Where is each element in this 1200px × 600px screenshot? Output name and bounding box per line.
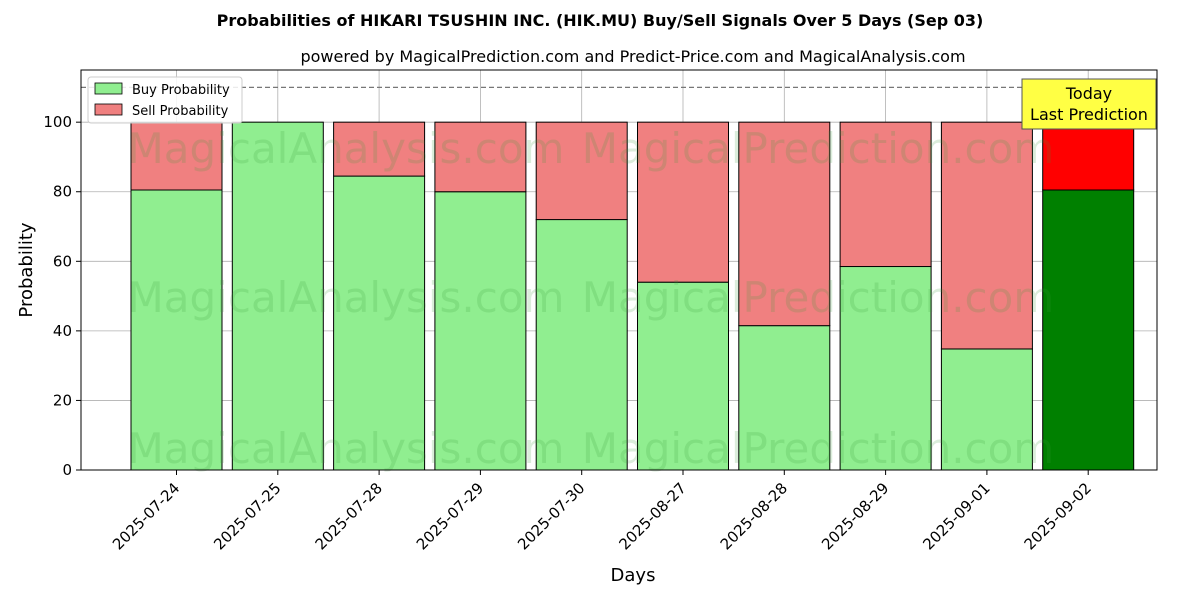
bar-buy bbox=[1042, 189, 1135, 471]
watermark-analysis-2: MagicalAnalysis.com bbox=[128, 273, 565, 322]
bar-buy bbox=[738, 325, 831, 471]
y-tick-label: 20 bbox=[53, 391, 72, 409]
bar-buy bbox=[637, 281, 729, 471]
chart-subtitle: powered by MagicalPrediction.com and Pre… bbox=[300, 47, 965, 66]
watermark-prediction-3: MagicalPrediction.com bbox=[582, 424, 1055, 473]
watermarks: MagicalAnalysis.com MagicalPrediction.co… bbox=[128, 124, 1055, 473]
bar-sell bbox=[333, 121, 426, 177]
bar-sell bbox=[839, 121, 932, 268]
bar-sell bbox=[130, 121, 223, 191]
y-tick-label: 40 bbox=[53, 322, 72, 340]
bar-sell bbox=[940, 121, 1033, 350]
y-axis-label: Probability bbox=[16, 222, 37, 317]
y-tick-label: 60 bbox=[53, 252, 72, 270]
x-tick-label: 2025-07-25 bbox=[210, 479, 284, 553]
y-tick-label: 80 bbox=[53, 183, 72, 201]
bar-sell bbox=[738, 121, 831, 327]
legend-label-sell: Sell Probability bbox=[132, 104, 229, 119]
annotation-box bbox=[1021, 78, 1157, 130]
y-tick-label: 0 bbox=[62, 461, 72, 479]
y-tick-label: 100 bbox=[43, 113, 72, 131]
x-axis-label: Days bbox=[611, 565, 656, 586]
chart-title: Probabilities of HIKARI TSUSHIN INC. (HI… bbox=[217, 11, 984, 30]
legend-label-buy: Buy Probability bbox=[132, 83, 230, 98]
watermark-analysis-3: MagicalAnalysis.com bbox=[128, 424, 565, 473]
bar-sell bbox=[535, 121, 628, 221]
legend: Buy Probability Sell Probability bbox=[87, 76, 243, 124]
bar-sell bbox=[434, 121, 527, 193]
x-tick-label: 2025-07-28 bbox=[312, 479, 386, 553]
bar-buy bbox=[434, 191, 527, 471]
x-tick-label: 2025-08-27 bbox=[615, 479, 689, 553]
watermark-prediction-1: MagicalPrediction.com bbox=[582, 124, 1055, 173]
legend-swatch-sell bbox=[94, 103, 123, 116]
bar-sell bbox=[1042, 121, 1135, 191]
watermark-analysis-1: MagicalAnalysis.com bbox=[128, 124, 565, 173]
plot-frame bbox=[80, 69, 1158, 471]
bar-buy bbox=[940, 348, 1033, 471]
bar-buy bbox=[839, 266, 932, 471]
annotation-line1: Today bbox=[1065, 84, 1112, 103]
watermark-prediction-2: MagicalPrediction.com bbox=[582, 273, 1055, 322]
legend-swatch-buy bbox=[94, 82, 123, 95]
bars bbox=[130, 121, 1135, 471]
x-tick-label: 2025-09-01 bbox=[919, 479, 993, 553]
today-annotation: Today Last Prediction bbox=[1021, 78, 1157, 130]
x-tick-label: 2025-08-28 bbox=[717, 479, 791, 553]
legend-frame bbox=[87, 76, 243, 124]
bar-buy bbox=[333, 175, 426, 471]
x-tick-label: 2025-07-24 bbox=[109, 479, 183, 553]
annotation-line2: Last Prediction bbox=[1030, 105, 1148, 124]
bar-sell bbox=[637, 121, 729, 283]
x-tick-label: 2025-07-29 bbox=[413, 479, 487, 553]
x-tick-label: 2025-08-29 bbox=[818, 479, 892, 553]
x-tick-label: 2025-07-30 bbox=[514, 479, 588, 553]
bar-buy bbox=[130, 189, 223, 471]
x-tick-label: 2025-09-02 bbox=[1021, 479, 1095, 553]
